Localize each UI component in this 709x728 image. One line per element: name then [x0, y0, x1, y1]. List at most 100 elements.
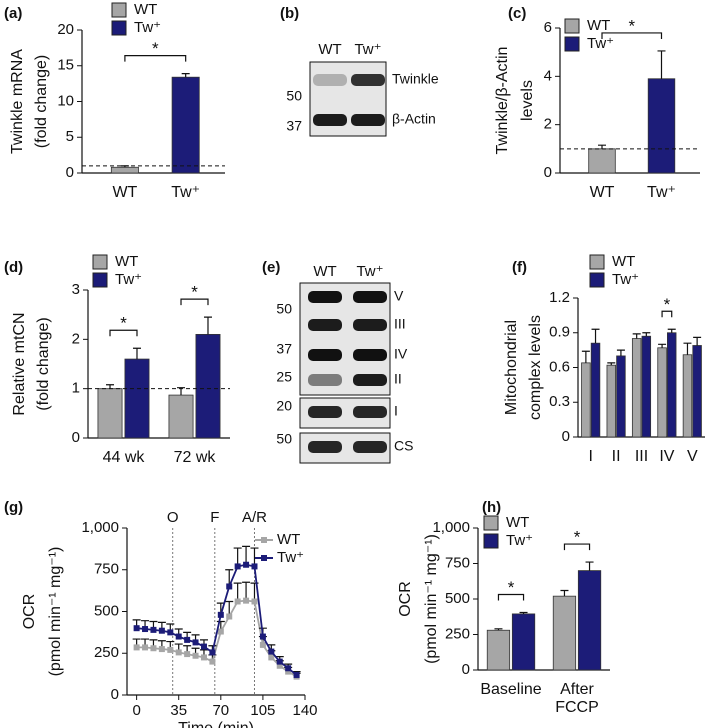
- y-axis-label: complex levels: [527, 315, 544, 420]
- point: [293, 671, 300, 678]
- point: [226, 613, 233, 620]
- marker-label: 37: [276, 341, 292, 357]
- significance-bracket: [563, 543, 591, 551]
- point: [158, 646, 165, 653]
- point: [285, 668, 292, 675]
- point: [192, 652, 199, 659]
- bar: [667, 332, 677, 438]
- legend-label: WT: [134, 1, 157, 18]
- significance-label: *: [508, 578, 515, 597]
- band-label: II: [394, 371, 402, 387]
- legend-label: WT: [612, 253, 635, 270]
- legend-swatch: [564, 18, 580, 34]
- y-tick-label: 6: [544, 19, 552, 36]
- y-tick-label: 1,000: [81, 519, 119, 536]
- legend-label: Tw⁺: [277, 549, 304, 566]
- error-bar: [106, 384, 115, 389]
- y-tick-label: 0.9: [549, 324, 570, 341]
- legend-marker: [261, 555, 267, 561]
- x-tick-label: II: [612, 448, 621, 465]
- point: [285, 665, 292, 672]
- x-tick-label: 0: [132, 702, 140, 719]
- marker-label: 20: [276, 398, 292, 414]
- bar: [616, 355, 626, 438]
- legend-label: Tw⁺: [115, 271, 142, 288]
- point: [243, 561, 250, 568]
- x-tick-label: Tw⁺: [647, 184, 676, 201]
- legend-label: Tw⁺: [612, 271, 639, 288]
- series-line: [136, 599, 298, 678]
- band-label: IV: [394, 346, 408, 362]
- band-label: I: [394, 403, 398, 419]
- band: [353, 291, 387, 303]
- band: [353, 441, 387, 453]
- legend-swatch: [92, 254, 108, 270]
- y-tick-label: 0: [562, 428, 570, 445]
- y-axis-label: (fold change): [33, 55, 50, 148]
- error-bar: [632, 333, 641, 339]
- x-tick-label: 72 wk: [174, 449, 217, 466]
- error-bar: [585, 561, 594, 571]
- band-label: CS: [394, 438, 413, 454]
- bar: [168, 394, 194, 439]
- point: [251, 563, 258, 570]
- bar: [171, 76, 200, 174]
- x-tick-label: After: [560, 681, 594, 698]
- point: [192, 639, 199, 646]
- point: [142, 626, 149, 633]
- point: [184, 651, 191, 658]
- y-tick-label: 2: [72, 330, 80, 347]
- x-tick-label: 35: [170, 702, 187, 719]
- error-bar: [607, 362, 616, 366]
- error-bar: [242, 545, 251, 565]
- y-tick-label: 5: [66, 128, 74, 145]
- legend-swatch: [111, 2, 127, 18]
- error-bar: [683, 342, 692, 355]
- bar: [124, 358, 150, 439]
- x-tick-label: III: [635, 448, 648, 465]
- legend-swatch: [589, 254, 605, 270]
- error-bar: [560, 589, 569, 597]
- point: [158, 627, 165, 634]
- bar: [657, 347, 667, 438]
- bar: [647, 78, 676, 174]
- y-tick-label: 0: [544, 164, 552, 181]
- significance-bracket: [124, 55, 187, 62]
- legend-label: WT: [506, 514, 529, 531]
- x-tick-label: V: [687, 448, 698, 465]
- panel-label: (f): [512, 259, 527, 276]
- point: [167, 629, 174, 636]
- point: [150, 626, 157, 633]
- x-tick-label: Tw⁺: [171, 184, 200, 201]
- injection-label: O: [167, 509, 179, 526]
- error-bar: [581, 350, 590, 363]
- y-axis-label: Twinkle mRNA: [9, 49, 26, 154]
- point: [175, 649, 182, 656]
- y-tick-label: 4: [544, 67, 552, 84]
- point: [217, 611, 224, 618]
- error-bar: [591, 328, 600, 344]
- x-tick-label: WT: [590, 184, 615, 201]
- y-tick-label: 0.3: [549, 393, 570, 410]
- error-bar: [519, 611, 528, 614]
- y-tick-label: 0: [66, 164, 74, 181]
- significance-bracket: [109, 329, 138, 337]
- x-tick-label: Baseline: [480, 681, 541, 698]
- y-tick-label: 0: [462, 661, 470, 678]
- point: [234, 563, 241, 570]
- point: [150, 645, 157, 652]
- bar: [590, 342, 601, 438]
- y-tick-label: 20: [57, 21, 74, 38]
- error-bar: [132, 347, 141, 360]
- error-bar: [494, 628, 503, 631]
- x-tick-label: FCCP: [555, 699, 599, 716]
- point: [268, 648, 275, 655]
- error-bar: [233, 582, 242, 602]
- y-tick-label: 250: [445, 625, 470, 642]
- y-axis-label: Relative mtCN: [11, 312, 28, 415]
- significance-label: *: [152, 39, 159, 58]
- x-tick-label: 70: [212, 702, 229, 719]
- band: [353, 349, 387, 361]
- bar: [552, 595, 577, 671]
